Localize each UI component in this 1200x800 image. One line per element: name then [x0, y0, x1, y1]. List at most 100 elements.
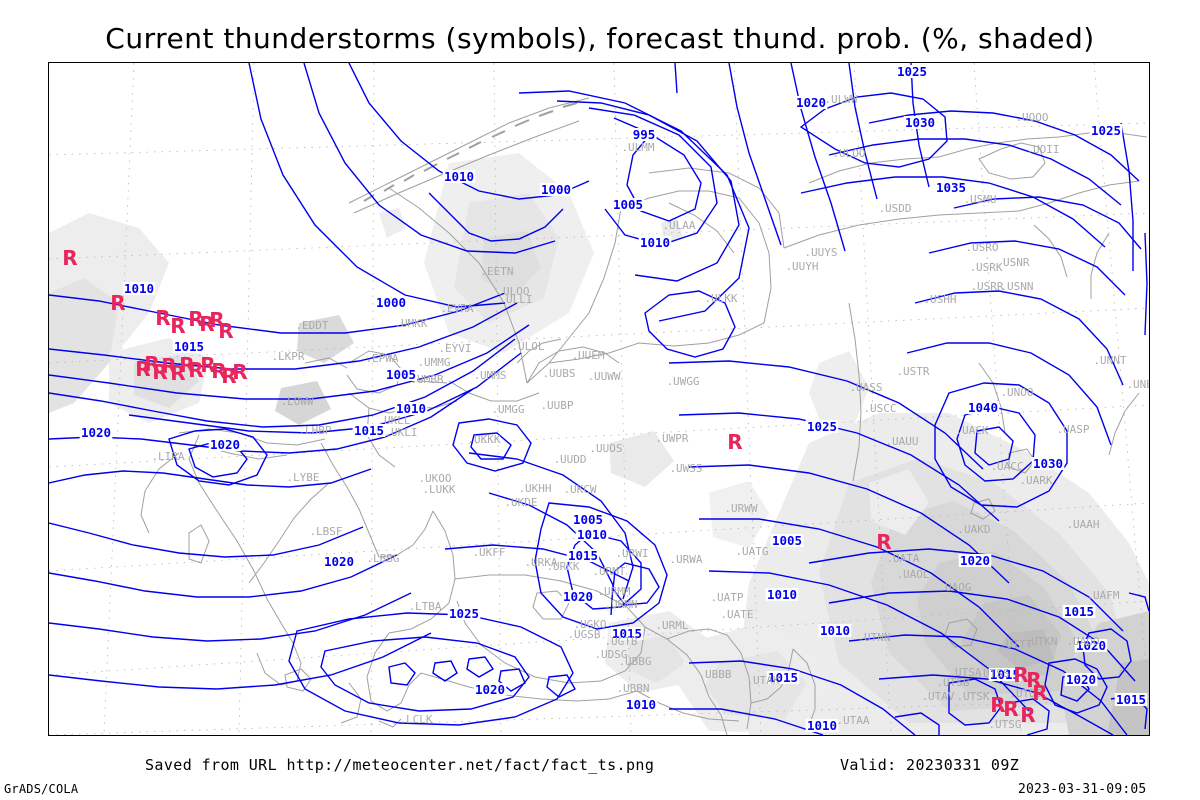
station-id-label: .UGSB	[567, 628, 600, 641]
isobar-label: 1015	[568, 548, 598, 563]
isobar-label-halo	[1064, 673, 1098, 686]
station-id-label: .USHH	[923, 293, 956, 306]
isobar-label-halo	[610, 627, 644, 640]
isobar-label: 1025	[897, 64, 927, 79]
isobar-label: 1005	[386, 367, 416, 382]
station-id-label: .URMT	[592, 565, 625, 578]
station-id-label: .UARK	[1019, 474, 1052, 487]
isobar-label: 1020	[796, 95, 826, 110]
station-id-label: .UUBP	[540, 399, 573, 412]
station-id-label: .UAAH	[1066, 518, 1099, 531]
isobar-label: 1020	[960, 553, 990, 568]
isobar-label: 1035	[936, 180, 966, 195]
isobar-label-halo	[1114, 693, 1148, 706]
isobar-label: 1000	[376, 295, 406, 310]
station-id-label: .LUKK	[422, 483, 455, 496]
isobar-label: 1010	[767, 587, 797, 602]
isobar-label: 1005	[772, 533, 802, 548]
station-id-label: .UKCW	[563, 483, 596, 496]
isobar-label: 1025	[1091, 123, 1121, 138]
isobar-label-halo	[958, 554, 992, 567]
generation-timestamp-label: 2023-03-31-09:05	[1018, 782, 1147, 797]
thunderstorm-symbol: R	[727, 430, 742, 454]
station-id-label: .ULKK	[704, 292, 737, 305]
station-id-label: .UWGG	[666, 375, 699, 388]
station-id-label: .ULLI	[499, 293, 532, 306]
thunderstorm-symbol: R	[218, 319, 233, 343]
isobar-label-halo	[442, 170, 476, 183]
thunderstorm-symbol: R	[200, 353, 215, 377]
isobar-label-halo	[384, 368, 418, 381]
isobar-label: 1010	[444, 169, 474, 184]
isobar-label-halo	[805, 719, 839, 732]
isobar-label-halo	[1062, 605, 1096, 618]
station-id-label: .UTSG	[988, 718, 1021, 731]
isobar-label: 1025	[449, 606, 479, 621]
thunderstorm-symbol: R	[209, 308, 224, 332]
isobar-labels: 9951000100010051005100510051010101010101…	[79, 64, 1148, 733]
isobar-label-halo	[934, 181, 968, 194]
station-id-label: .LKPR	[271, 350, 304, 363]
station-id-label: .ULMM	[621, 141, 654, 154]
isobar-label-halo	[766, 671, 800, 684]
thunderstorm-symbol: R	[1032, 681, 1047, 705]
isobar-label: 1030	[905, 115, 935, 130]
producer-label: GrADS/COLA	[4, 782, 79, 796]
thunderstorm-symbol: R	[155, 306, 170, 330]
station-id-label: .UMGG	[491, 403, 524, 416]
station-id-label: .UBBG	[618, 655, 651, 668]
station-id-label: .UUWW	[587, 370, 620, 383]
isobar-label-halo	[122, 282, 156, 295]
station-id-label: .LBBG	[366, 552, 399, 565]
isobar-label-halo	[1031, 457, 1065, 470]
isobar-label: 1025	[807, 419, 837, 434]
station-id-label: .USMU	[963, 193, 996, 206]
isobar-label: 1040	[968, 400, 998, 415]
thunderstorm-symbol: R	[1026, 668, 1041, 692]
station-id-label: .UKLI	[384, 426, 417, 439]
thunderstorm-symbol: R	[1003, 697, 1018, 721]
isobar-label-halo	[394, 402, 428, 415]
station-id-label: .UKHH	[518, 482, 551, 495]
station-id-label: .UTAV	[921, 690, 954, 703]
station-id-label: .URKK	[546, 560, 579, 573]
station-id-label: .UTNN	[857, 631, 890, 644]
station-id-label: .UATG	[735, 545, 768, 558]
station-id-label: .URKA	[524, 556, 557, 569]
isobar-label: 1015	[354, 423, 384, 438]
station-id-label: .UUYS	[804, 246, 837, 259]
isobar-label-halo	[571, 513, 605, 526]
isobar-label: 1010	[807, 718, 837, 733]
station-id-label: .USNN	[1000, 280, 1033, 293]
isobar-label-halo	[208, 438, 242, 451]
isobar-label-halo	[322, 555, 356, 568]
thunderstorm-symbol: R	[1013, 663, 1028, 687]
station-id-label: .ULAA	[662, 219, 695, 232]
station-id-label: .UMBB	[410, 373, 443, 386]
station-id-label: .LYBE	[286, 471, 319, 484]
isobar-label-halo	[624, 698, 658, 711]
station-id-label: .ULWW	[824, 93, 857, 106]
thunderstorm-symbol: R	[199, 312, 214, 336]
station-id-label: .EETN	[480, 265, 513, 278]
isobar-label-halo	[818, 624, 852, 637]
thunderstorm-symbol: R	[211, 359, 226, 383]
thunderstorm-symbol: R	[152, 360, 167, 384]
station-id-label: .ULOO	[496, 285, 529, 298]
isobar-label-halo	[566, 549, 600, 562]
isobar-label-halo	[770, 534, 804, 547]
isobar-label-halo	[172, 340, 206, 353]
thunderstorm-symbol: R	[188, 358, 203, 382]
station-id-label: .URWA	[669, 553, 702, 566]
thunderstorm-symbol: R	[62, 246, 77, 270]
isobar-label-halo	[1074, 639, 1108, 652]
station-id-label: .USCC	[863, 402, 896, 415]
isobar-label: 1020	[563, 589, 593, 604]
station-id-label: .ULOO	[832, 147, 865, 160]
isobar-label: 1010	[820, 623, 850, 638]
isobar-label-halo	[79, 426, 113, 439]
isobar-label: 995	[633, 127, 656, 142]
station-id-label: .UACK	[955, 424, 988, 437]
station-id-label: .UAUU	[885, 435, 918, 448]
